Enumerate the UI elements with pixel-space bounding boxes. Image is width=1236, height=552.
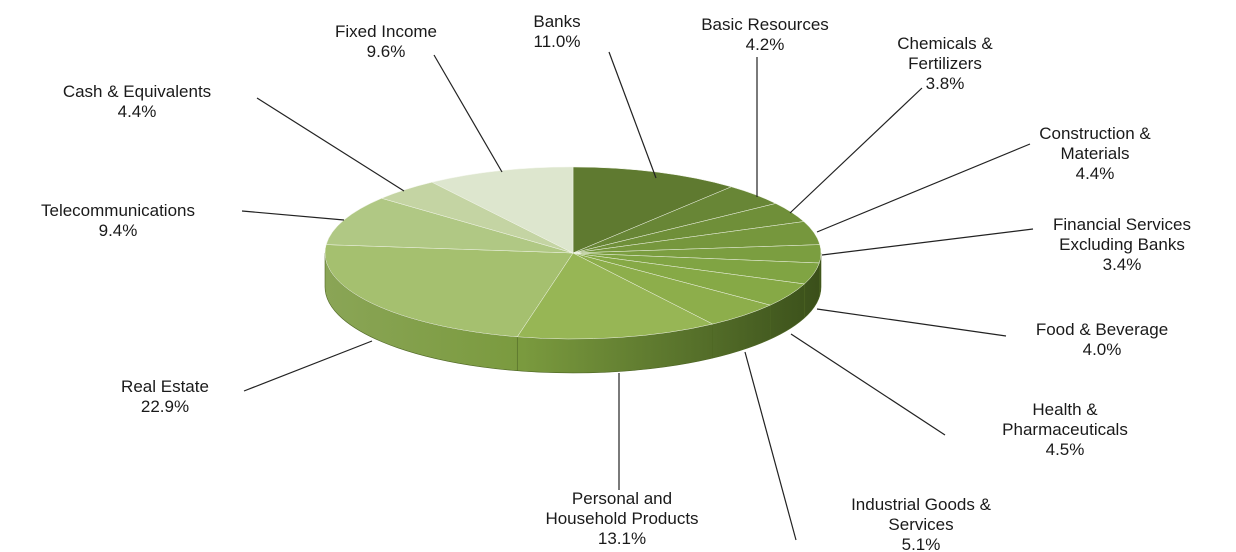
slice-label-line: Banks bbox=[533, 12, 580, 31]
slice-label-personal-and-household-products: Personal and Household Products 13.1% bbox=[545, 489, 698, 548]
pie-slice-real-estate bbox=[324, 244, 574, 338]
slice-label-line: Real Estate bbox=[121, 377, 209, 396]
slice-label-financial-services-excluding-banks: Financial Services Excluding Banks 3.4% bbox=[1053, 215, 1191, 274]
slice-percent: 4.2% bbox=[746, 35, 785, 54]
leader-line-telecommunications bbox=[241, 210, 345, 221]
slice-percent: 13.1% bbox=[598, 529, 646, 548]
leader-line-real-estate bbox=[243, 340, 373, 392]
leader-line-fixed-income bbox=[433, 54, 503, 173]
slice-percent: 3.4% bbox=[1103, 255, 1142, 274]
slice-percent: 9.4% bbox=[99, 221, 138, 240]
slice-percent: 4.0% bbox=[1083, 340, 1122, 359]
slice-label-line: Fertilizers bbox=[908, 54, 982, 73]
slice-label-chemicals-fertilizers: Chemicals & Fertilizers 3.8% bbox=[897, 34, 993, 93]
slice-label-line: Construction & bbox=[1039, 124, 1151, 143]
slice-label-line: Pharmaceuticals bbox=[1002, 420, 1128, 439]
slice-label-fixed-income: Fixed Income 9.6% bbox=[335, 22, 437, 61]
slice-label-line: Cash & Equivalents bbox=[63, 82, 211, 101]
slice-label-cash-equivalents: Cash & Equivalents 4.4% bbox=[63, 82, 211, 121]
slice-percent: 5.1% bbox=[902, 535, 941, 552]
slice-label-line: Materials bbox=[1061, 144, 1130, 163]
leader-line-food-beverage bbox=[816, 308, 1007, 337]
leader-line-chemicals-fertilizers bbox=[789, 87, 923, 214]
leader-line-financial-services-excluding-banks bbox=[821, 228, 1034, 256]
slice-label-construction-materials: Construction & Materials 4.4% bbox=[1039, 124, 1151, 183]
slice-label-banks: Banks 11.0% bbox=[533, 12, 580, 51]
slice-label-line: Personal and bbox=[572, 489, 672, 508]
slice-label-line: Household Products bbox=[545, 509, 698, 528]
slice-label-line: Telecommunications bbox=[41, 201, 195, 220]
slice-label-line: Chemicals & bbox=[897, 34, 993, 53]
slice-percent: 4.4% bbox=[118, 102, 157, 121]
slice-label-basic-resources: Basic Resources 4.2% bbox=[701, 15, 829, 54]
leader-line-construction-materials bbox=[816, 143, 1031, 233]
slice-label-line: Fixed Income bbox=[335, 22, 437, 41]
slice-percent: 3.8% bbox=[926, 74, 965, 93]
slice-label-real-estate: Real Estate 22.9% bbox=[121, 377, 209, 416]
pie-slice-fixed-income bbox=[431, 166, 574, 254]
slice-label-food-beverage: Food & Beverage 4.0% bbox=[1036, 320, 1168, 359]
leader-line-cash-equivalents bbox=[256, 97, 405, 192]
slice-label-telecommunications: Telecommunications 9.4% bbox=[41, 201, 195, 240]
slice-percent: 11.0% bbox=[534, 32, 581, 51]
slice-label-line: Services bbox=[888, 515, 953, 534]
slice-label-line: Health & bbox=[1032, 400, 1098, 419]
slice-percent: 22.9% bbox=[141, 397, 189, 416]
leader-line-banks bbox=[608, 51, 657, 179]
slice-label-line: Industrial Goods & bbox=[851, 495, 992, 514]
slice-percent: 4.4% bbox=[1076, 164, 1115, 183]
pie-slice-banks bbox=[572, 166, 733, 254]
leader-line-industrial-goods-services bbox=[744, 351, 797, 541]
slice-label-line: Food & Beverage bbox=[1036, 320, 1168, 339]
leader-line-health-pharmaceuticals bbox=[790, 333, 946, 436]
pie-slice-personal-and-household-products bbox=[516, 252, 714, 340]
slice-percent: 4.5% bbox=[1046, 440, 1085, 459]
slice-label-line: Excluding Banks bbox=[1059, 235, 1185, 254]
slice-label-industrial-goods-services: Industrial Goods & Services 5.1% bbox=[851, 495, 992, 552]
slice-percent: 9.6% bbox=[367, 42, 406, 61]
slice-label-line: Financial Services bbox=[1053, 215, 1191, 234]
slice-label-health-pharmaceuticals: Health & Pharmaceuticals 4.5% bbox=[1002, 400, 1128, 459]
slice-label-line: Basic Resources bbox=[701, 15, 829, 34]
